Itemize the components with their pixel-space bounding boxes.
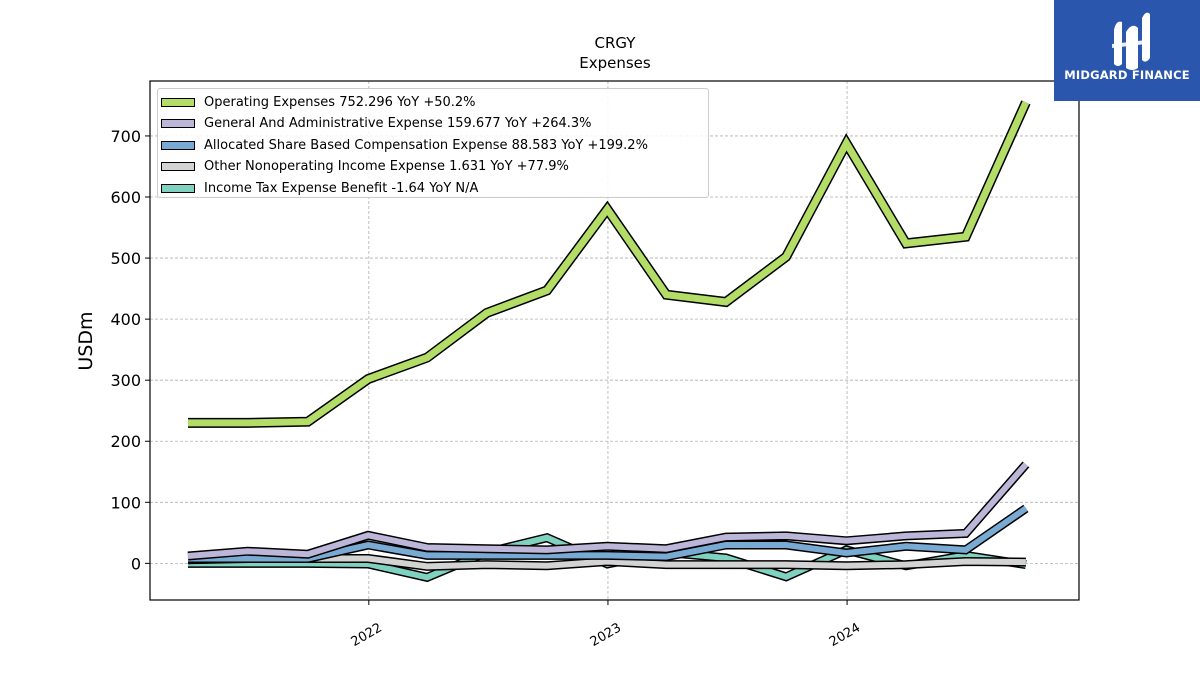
legend-item: Allocated Share Based Compensation Expen… [158, 135, 708, 156]
legend-swatch [161, 98, 195, 107]
legend-swatch [161, 162, 195, 172]
y-tick-label: 100 [110, 493, 141, 512]
y-tick-label: 200 [110, 432, 141, 451]
series-line-operating-expenses [188, 100, 1030, 427]
series-layer [187, 100, 1031, 583]
x-tick-label: 2024 [827, 620, 863, 650]
chart-title: CRGY [595, 34, 637, 52]
legend-swatch [161, 140, 195, 150]
legend-swatch [161, 183, 195, 193]
x-axis: 2022 2023 2024 [349, 600, 863, 650]
legend-item: Income Tax Expense Benefit -1.64 YoY N/A [158, 178, 708, 199]
y-axis: 0 100 200 300 400 500 600 700 [110, 127, 150, 573]
series-line-general-and-administrative-expense [187, 462, 1029, 559]
plot-frame [149, 80, 1080, 601]
legend-label: General And Administrative Expense 159.6… [204, 116, 592, 132]
brand-name: MIDGARD FINANCE [1064, 68, 1190, 82]
legend-swatch [161, 119, 195, 129]
series-line-allocated-share-based-compensation-expense [188, 505, 1028, 562]
y-axis-label: USDm [75, 311, 97, 370]
legend-item: General And Administrative Expense 159.6… [158, 113, 708, 134]
legend-label: Income Tax Expense Benefit -1.64 YoY N/A [204, 180, 479, 196]
y-tick-label: 300 [110, 371, 141, 390]
midgard-logo-icon [1112, 12, 1150, 70]
y-tick-label: 0 [131, 554, 141, 573]
y-tick-label: 500 [110, 249, 141, 268]
legend-label: Allocated Share Based Compensation Expen… [204, 137, 648, 153]
chart-subtitle: Expenses [579, 54, 651, 72]
y-tick-label: 600 [110, 188, 141, 207]
legend-label: Operating Expenses 752.296 YoY +50.2% [204, 95, 476, 110]
chart-legend: Operating Expenses 752.296 YoY +50.2% Gen… [157, 88, 709, 198]
brand-logo[interactable]: MIDGARD FINANCE [1054, 0, 1200, 101]
legend-item: Other Nonoperating Income Expense 1.631 … [158, 156, 708, 177]
y-tick-label: 700 [110, 127, 141, 146]
y-tick-label: 400 [110, 310, 141, 329]
legend-label: Other Nonoperating Income Expense 1.631 … [204, 159, 569, 175]
x-tick-label: 2023 [588, 620, 624, 650]
legend-item: Operating Expenses 752.296 YoY +50.2% [158, 92, 708, 113]
series-outline-general-and-administrative-expense [187, 461, 1030, 561]
x-tick-label: 2022 [349, 620, 385, 650]
